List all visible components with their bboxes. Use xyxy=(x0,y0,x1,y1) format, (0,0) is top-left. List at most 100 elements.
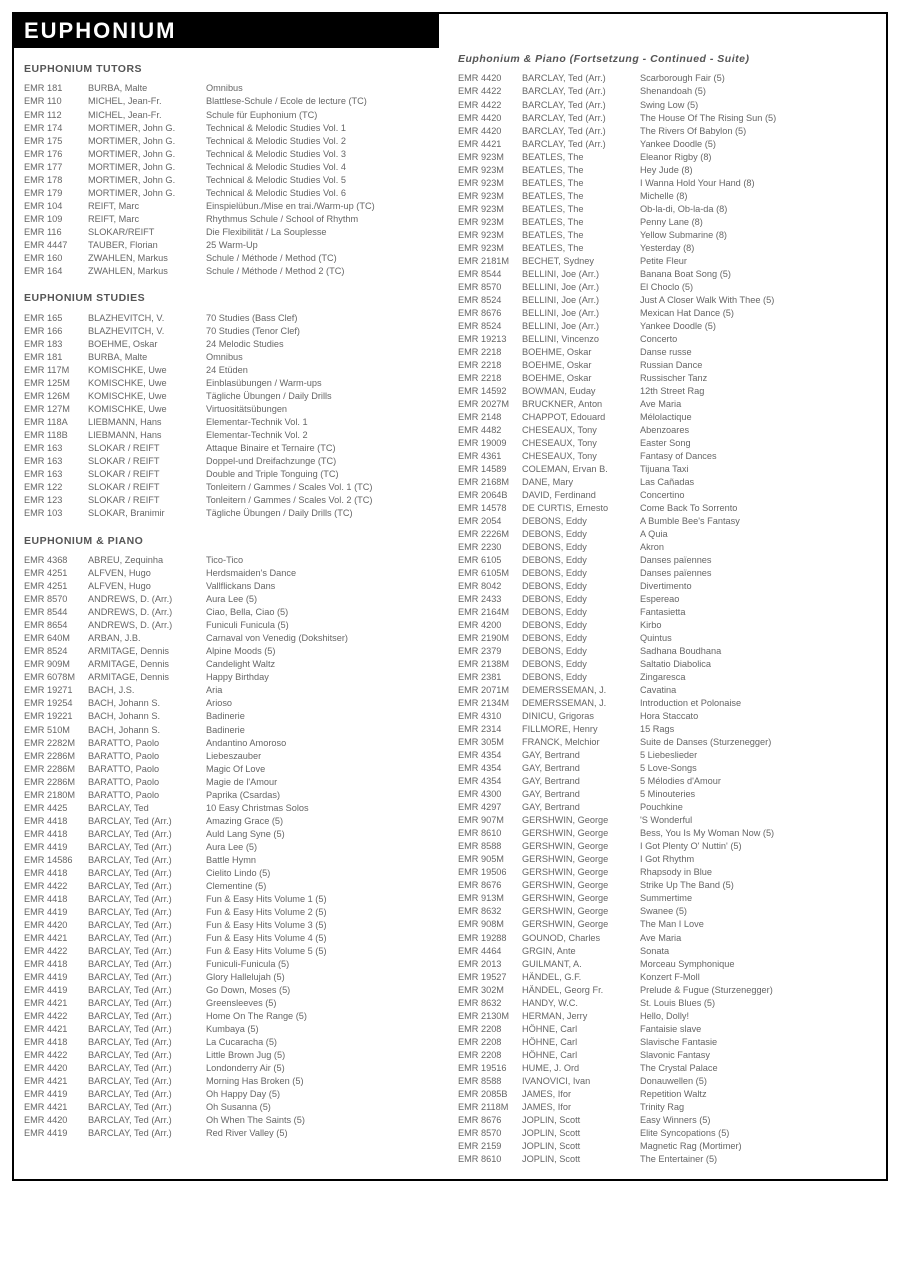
composer: BOEHME, Oskar xyxy=(88,338,206,351)
work-title: Clementine (5) xyxy=(206,879,442,892)
work-title: Introduction et Polonaise xyxy=(640,697,876,710)
table-row: EMR 8632GERSHWIN, GeorgeSwanee (5) xyxy=(458,905,876,918)
catalog-id: EMR 2218 xyxy=(458,346,522,359)
catalog-id: EMR 4422 xyxy=(458,85,522,98)
composer: HÄNDEL, Georg Fr. xyxy=(522,983,640,996)
composer: BARCLAY, Ted (Arr.) xyxy=(88,827,206,840)
work-title: Go Down, Moses (5) xyxy=(206,984,442,997)
catalog-id: EMR 8544 xyxy=(24,606,88,619)
section-title: Euphonium & Piano (Fortsetzung - Continu… xyxy=(458,52,876,66)
catalog-table: EMR 181BURBA, MalteOmnibusEMR 110MICHEL,… xyxy=(24,82,442,277)
work-title: 24 Melodic Studies xyxy=(206,338,442,351)
table-row: EMR 110MICHEL, Jean-Fr.Blattlese-Schule … xyxy=(24,95,442,108)
catalog-id: EMR 2180M xyxy=(24,788,88,801)
composer: DEBONS, Eddy xyxy=(522,645,640,658)
catalog-id: EMR 177 xyxy=(24,160,88,173)
work-title: Tijuana Taxi xyxy=(640,463,876,476)
catalog-id: EMR 2054 xyxy=(458,515,522,528)
composer: BARCLAY, Ted (Arr.) xyxy=(88,1101,206,1114)
table-row: EMR 8610GERSHWIN, GeorgeBess, You Is My … xyxy=(458,827,876,840)
composer: ABREU, Zequinha xyxy=(88,554,206,567)
table-row: EMR 923MBEATLES, TheYellow Submarine (8) xyxy=(458,228,876,241)
work-title: Tico-Tico xyxy=(206,554,442,567)
table-row: EMR 913MGERSHWIN, GeorgeSummertime xyxy=(458,892,876,905)
composer: BELLINI, Joe (Arr.) xyxy=(522,293,640,306)
composer: REIFT, Marc xyxy=(88,199,206,212)
table-row: EMR 19254BACH, Johann S.Arioso xyxy=(24,697,442,710)
composer: BOEHME, Oskar xyxy=(522,346,640,359)
work-title: Pouchkine xyxy=(640,801,876,814)
content-columns: EUPHONIUM TUTORSEMR 181BURBA, MalteOmnib… xyxy=(14,48,886,1179)
table-row: EMR 8570BELLINI, Joe (Arr.)El Choclo (5) xyxy=(458,280,876,293)
catalog-id: EMR 181 xyxy=(24,82,88,95)
catalog-id: EMR 179 xyxy=(24,186,88,199)
work-title: Easter Song xyxy=(640,437,876,450)
table-row: EMR 8588IVANOVICI, IvanDonauwellen (5) xyxy=(458,1074,876,1087)
catalog-id: EMR 4418 xyxy=(24,827,88,840)
composer: LIEBMANN, Hans xyxy=(88,416,206,429)
catalog-id: EMR 8570 xyxy=(24,593,88,606)
left-column: EUPHONIUM TUTORSEMR 181BURBA, MalteOmnib… xyxy=(24,48,450,1165)
composer: DAVID, Ferdinand xyxy=(522,489,640,502)
catalog-id: EMR 923M xyxy=(458,241,522,254)
table-row: EMR 510MBACH, Johann S.Badinerie xyxy=(24,723,442,736)
table-row: EMR 2064BDAVID, FerdinandConcertino xyxy=(458,489,876,502)
table-row: EMR 4421BARCLAY, Ted (Arr.)Greensleeves … xyxy=(24,997,442,1010)
composer: BARCLAY, Ted (Arr.) xyxy=(88,1010,206,1023)
composer: DEBONS, Eddy xyxy=(522,554,640,567)
work-title: Fun & Easy Hits Volume 5 (5) xyxy=(206,944,442,957)
table-row: EMR 19009CHESEAUX, TonyEaster Song xyxy=(458,437,876,450)
composer: GRGIN, Ante xyxy=(522,944,640,957)
composer: BARCLAY, Ted (Arr.) xyxy=(88,1036,206,1049)
composer: BARATTO, Paolo xyxy=(88,749,206,762)
table-row: EMR 2164MDEBONS, EddyFantasietta xyxy=(458,606,876,619)
work-title: Herdsmaiden's Dance xyxy=(206,567,442,580)
composer: SLOKAR/REIFT xyxy=(88,225,206,238)
table-row: EMR 4482CHESEAUX, TonyAbenzoares xyxy=(458,424,876,437)
work-title: Strike Up The Band (5) xyxy=(640,879,876,892)
catalog-id: EMR 4418 xyxy=(24,957,88,970)
table-row: EMR 2134MDEMERSSEMAN, J.Introduction et … xyxy=(458,697,876,710)
table-row: EMR 178MORTIMER, John G.Technical & Melo… xyxy=(24,173,442,186)
composer: JOPLIN, Scott xyxy=(522,1126,640,1139)
composer: DEMERSSEMAN, J. xyxy=(522,697,640,710)
catalog-id: EMR 4447 xyxy=(24,238,88,251)
catalog-id: EMR 166 xyxy=(24,325,88,338)
composer: BEATLES, The xyxy=(522,189,640,202)
composer: GERSHWIN, George xyxy=(522,840,640,853)
work-title: Morceau Symphonique xyxy=(640,957,876,970)
composer: MICHEL, Jean-Fr. xyxy=(88,108,206,121)
section-title: EUPHONIUM & PIANO xyxy=(24,534,442,548)
work-title: Oh Susanna (5) xyxy=(206,1101,442,1114)
composer: ALFVEN, Hugo xyxy=(88,580,206,593)
table-row: EMR 2130MHERMAN, JerryHello, Dolly! xyxy=(458,1009,876,1022)
catalog-id: EMR 2282M xyxy=(24,736,88,749)
composer: BARCLAY, Ted (Arr.) xyxy=(522,72,640,85)
composer: ARMITAGE, Dennis xyxy=(88,658,206,671)
composer: GERSHWIN, George xyxy=(522,918,640,931)
work-title: Mélolactique xyxy=(640,411,876,424)
work-title: La Cucaracha (5) xyxy=(206,1036,442,1049)
composer: DINICU, Grigoras xyxy=(522,710,640,723)
work-title: A Bumble Bee's Fantasy xyxy=(640,515,876,528)
catalog-id: EMR 2381 xyxy=(458,671,522,684)
work-title: Penny Lane (8) xyxy=(640,215,876,228)
composer: GERSHWIN, George xyxy=(522,866,640,879)
table-row: EMR 2118MJAMES, IforTrinity Rag xyxy=(458,1100,876,1113)
catalog-id: EMR 4419 xyxy=(24,905,88,918)
catalog-id: EMR 8588 xyxy=(458,1074,522,1087)
composer: BARCLAY, Ted (Arr.) xyxy=(88,905,206,918)
catalog-id: EMR 118B xyxy=(24,429,88,442)
table-row: EMR 907MGERSHWIN, George'S Wonderful xyxy=(458,814,876,827)
table-row: EMR 2230DEBONS, EddyAkron xyxy=(458,541,876,554)
catalog-id: EMR 8042 xyxy=(458,580,522,593)
composer: DEBONS, Eddy xyxy=(522,541,640,554)
work-title: Cielito Lindo (5) xyxy=(206,866,442,879)
work-title: Banana Boat Song (5) xyxy=(640,267,876,280)
catalog-id: EMR 175 xyxy=(24,134,88,147)
catalog-id: EMR 116 xyxy=(24,225,88,238)
catalog-id: EMR 4361 xyxy=(458,450,522,463)
work-title: Omnibus xyxy=(206,82,442,95)
catalog-id: EMR 923M xyxy=(458,228,522,241)
work-title: Tägliche Übungen / Daily Drills (TC) xyxy=(206,507,442,520)
